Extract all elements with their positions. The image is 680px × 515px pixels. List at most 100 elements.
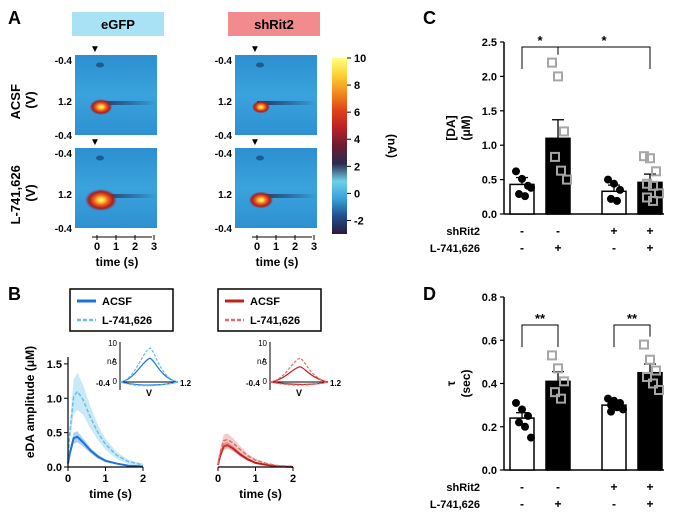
- data-point-circle: [515, 190, 523, 199]
- condition-sign-shrit2: -: [520, 224, 524, 238]
- row-label-l741: L-741,626 (V): [8, 162, 38, 225]
- data-point-square: [559, 126, 569, 137]
- row-label-acsf-line2: (V): [23, 91, 38, 108]
- trace-plots: 0 1 2 time (s) 0.0 0.5 1.0 1.5 10 5 0 nA -0.4 1.2 V 0 1 2…: [47, 339, 342, 501]
- legend-right-box: [217, 288, 322, 332]
- bar-y-tick-label: 2.5: [482, 37, 497, 49]
- time-axis-tick-label: 1: [113, 241, 119, 253]
- time-axis-tick-label: 3: [311, 241, 317, 253]
- condition-sign-shrit2: +: [610, 224, 617, 238]
- bar-y-tick-label: 0.0: [482, 465, 497, 477]
- data-point-square: [642, 372, 652, 383]
- data-point-square: [556, 165, 566, 176]
- legend-left-l741: L-741,626: [102, 315, 152, 327]
- panel-b: ACSF L-741,626 ACSF L-741,626 eDA amplit…: [23, 288, 342, 501]
- bar-y-tick-label: 0.0: [482, 209, 497, 221]
- heatmap-background: [235, 55, 317, 135]
- heatmap-y-tick: -0.4: [55, 224, 73, 235]
- condition-label-shrit2: shRit2: [446, 482, 480, 494]
- condition-sign-shrit2: +: [610, 480, 617, 494]
- bar-ylabel-line2: (μM): [459, 115, 473, 140]
- panel-label-d: D: [423, 284, 436, 304]
- trace-x-tick-label: 2: [140, 473, 146, 485]
- trace-x-tick-label: 1: [102, 473, 108, 485]
- condition-sign-shrit2: +: [646, 480, 653, 494]
- heatmap-hotspot: [251, 100, 271, 114]
- heatmap-y-tick: -0.4: [55, 131, 73, 142]
- colorbar: [332, 58, 347, 234]
- trace-y-tick-label: 1.0: [47, 393, 62, 405]
- bar-y-tick-label: 0.5: [482, 175, 497, 187]
- data-point-square: [639, 151, 649, 162]
- trace-line-1: [217, 438, 294, 468]
- row-label-l741-line1: L-741,626: [8, 165, 23, 224]
- significance-label: *: [537, 33, 543, 48]
- data-point-circle: [512, 167, 520, 176]
- data-point-square: [648, 180, 658, 191]
- inset-y-label: nA: [107, 357, 117, 366]
- colorbar-tick-label: 4: [354, 134, 361, 146]
- heatmap-oxidation-spot: [256, 155, 264, 161]
- data-point-square: [645, 354, 655, 365]
- sem-band-1: [218, 433, 293, 467]
- data-point-square: [651, 166, 661, 177]
- trace-y-tick-label: 0.5: [47, 428, 62, 440]
- colorbar-tick-label: 2: [354, 161, 360, 173]
- colorbar-tick-label: 6: [354, 107, 360, 119]
- panel-label-b: B: [8, 284, 21, 304]
- data-point-square: [547, 57, 557, 68]
- data-point-square: [550, 387, 560, 398]
- trace-line-0: [217, 443, 294, 468]
- significance-label: *: [601, 33, 607, 48]
- data-point-square: [556, 393, 566, 404]
- trace-x-tick-label: 0: [215, 473, 221, 485]
- heatmap-hotspot: [85, 189, 117, 211]
- data-point-square: [645, 153, 655, 164]
- data-point-circle: [515, 418, 523, 427]
- inset-y-tick-label: 10: [258, 339, 267, 348]
- data-point-circle: [527, 433, 535, 442]
- inset-y-tick-label: 10: [108, 339, 117, 348]
- data-point-circle: [604, 175, 612, 184]
- inset-y-tick-label: 5: [263, 358, 268, 367]
- bar-chart-D: 0.0 0.2 0.4 0.6 0.8 τ(sec) shRit2 L-741,626 - - - +…: [430, 292, 664, 511]
- data-point-square: [547, 350, 557, 361]
- condition-sign-l741: +: [554, 497, 561, 511]
- colorbar-tick-label: 10: [354, 53, 366, 65]
- colorbar-ticks: 10 8 6 4 2 0 -2: [347, 53, 366, 227]
- heatmap-tail: [257, 101, 317, 105]
- trace-x-tick-label: 2: [290, 473, 296, 485]
- heatmap-xlabel: time (s): [256, 255, 299, 269]
- sem-band-1: [68, 372, 143, 467]
- trace-xlabel: time (s): [89, 487, 132, 501]
- heatmap-hotspot: [248, 191, 274, 209]
- trace-x-tick-label: 0: [65, 473, 71, 485]
- data-point-square: [553, 363, 563, 374]
- data-point-square: [550, 151, 560, 162]
- trace-plot-shrit2: 0 1 2 time (s) 10 5 0 nA -0.4 1.2 V: [215, 339, 342, 501]
- inset-y-tick-label: 0: [263, 377, 268, 386]
- data-point-circle: [512, 398, 520, 407]
- heatmap-background: [75, 148, 157, 228]
- bar-chart-C: 0.0 0.5 1.0 1.5 2.0 2.5 [DA](μM) shRit2 L-741,62…: [430, 33, 664, 255]
- bar-y-tick-label: 0.6: [482, 335, 497, 347]
- bar-ylabel-line1: [DA]: [444, 115, 458, 140]
- cv-inset: 10 5 0 nA -0.4 1.2 V: [96, 339, 192, 398]
- heatmap-time-axis: 0 1 2 3 time (s): [92, 235, 157, 269]
- condition-sign-l741: +: [646, 241, 653, 255]
- egfp-tag-bg: [72, 12, 164, 36]
- bar-ylabel: τ(sec): [444, 369, 473, 397]
- inset-cv-1: [119, 347, 179, 387]
- heatmap-y-tick: -0.4: [215, 131, 233, 142]
- shrit2-tag-bg: [228, 12, 320, 36]
- data-point-square: [654, 188, 664, 199]
- inset-x-left: -0.4: [246, 379, 260, 388]
- legend-left-box: [69, 288, 174, 332]
- time-axis-tick-label: 3: [151, 241, 157, 253]
- heatmap-tail: [257, 194, 317, 198]
- heatmap-shrit2_l741: ▼ -0.4 1.2 -0.4: [215, 137, 317, 235]
- heatmap-egfp_l741: ▼ -0.4 1.2 -0.4: [55, 137, 157, 235]
- bar-y-tick-label: 0.2: [482, 422, 497, 434]
- data-point-square: [648, 195, 658, 206]
